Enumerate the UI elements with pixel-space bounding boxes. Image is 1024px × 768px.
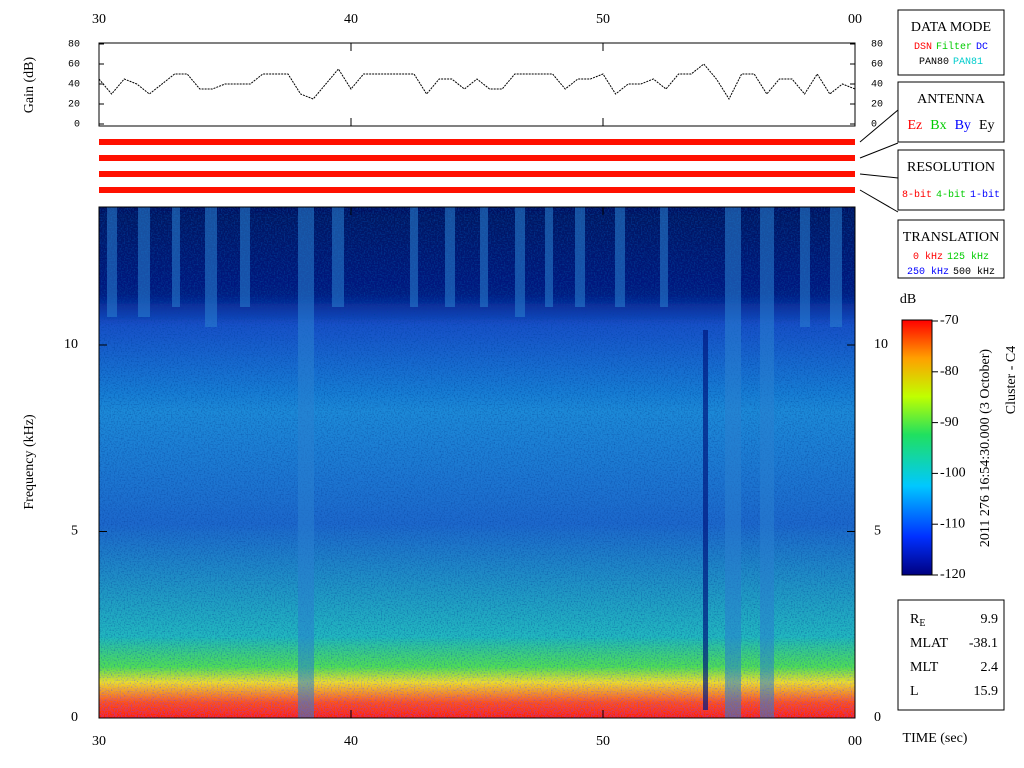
panel-box (897, 81, 1005, 143)
y-tick-label: 5 (874, 524, 881, 539)
x-tick-label: 40 (344, 12, 358, 27)
ephemeris-label-text: MLT (910, 660, 939, 675)
panel-item: 250 kHz (907, 266, 949, 278)
colorbar-tick-label: -70 (940, 313, 959, 328)
y-tick-label: 5 (71, 524, 78, 539)
ephemeris-label-text: L (910, 684, 919, 699)
panel-item: 4-bit (936, 189, 966, 201)
panel-row: DSN Filter DC (914, 41, 988, 53)
panel-row: Ez Bx By Ey (907, 118, 994, 133)
panel-box (897, 149, 1005, 211)
panel-item: DSN (914, 42, 932, 53)
y-axis-label: Gain (dB) (22, 56, 37, 113)
pointers (859, 109, 899, 213)
ephemeris-label-text: R (910, 612, 920, 627)
y-tick-label: 10 (64, 337, 78, 352)
panel-row: 0 kHz 125 kHz (913, 251, 989, 263)
panel-box (897, 9, 1005, 76)
y-tick-label: 60 (68, 60, 80, 71)
panel-item: 0 kHz (913, 251, 943, 263)
panel-item: Filter (936, 41, 972, 53)
panel-row: 8-bit 4-bit 1-bit (902, 189, 1000, 201)
x-axis-label: TIME (sec) (903, 731, 968, 746)
colorbar-tick-label: -110 (940, 516, 965, 531)
x-tick-label: 40 (344, 734, 358, 749)
colorbar (901, 319, 933, 576)
caption: 2011 276 16:54:30.000 (3 October) (978, 349, 993, 548)
ephemeris-label: MLT (910, 660, 939, 675)
panel-item: DC (976, 42, 988, 53)
ephemeris-value: 2.4 (981, 660, 999, 675)
ephemeris-subscript: E (919, 618, 925, 629)
spectrogram (99, 207, 855, 718)
panel-box (897, 219, 1005, 279)
panel-title: DATA MODE (911, 20, 991, 35)
y-tick-label: 0 (874, 710, 881, 725)
panel-title: TRANSLATION (903, 230, 999, 245)
x-tick-label: 50 (596, 734, 610, 749)
y-tick-label: 0 (871, 120, 877, 131)
spectrogram-frame (98, 206, 856, 719)
panel-item: Bx (930, 118, 946, 133)
panel-item: PAN80 (919, 57, 949, 68)
x-tick-label: 30 (92, 734, 106, 749)
x-tick-label: 50 (596, 12, 610, 27)
colorbar-tick-label: -120 (940, 567, 966, 582)
y-tick-label: 0 (74, 120, 80, 131)
y-tick-label: 20 (871, 100, 883, 111)
panel-row: 250 kHz 500 kHz (907, 266, 995, 278)
y-tick-label: 40 (68, 80, 80, 91)
ephemeris-value: 15.9 (974, 684, 999, 699)
x-tick-label: 00 (848, 734, 862, 749)
y-tick-label: 0 (71, 710, 78, 725)
ephemeris-box (897, 599, 1005, 711)
panel-item: By (955, 118, 971, 133)
colorbar-tick-label: -100 (940, 466, 966, 481)
panel-item: Ez (907, 118, 922, 133)
panel-item: PAN81 (953, 57, 983, 68)
mode-bars (99, 139, 855, 193)
ephemeris-label: L (910, 684, 919, 699)
panel-item: Ey (979, 118, 995, 133)
x-tick-label: 30 (92, 12, 106, 27)
gain-frame (98, 42, 856, 127)
colorbar-tick-label: -80 (940, 364, 959, 379)
panel-item: 1-bit (970, 189, 1000, 201)
gain-line (98, 63, 856, 101)
panel-title: RESOLUTION (907, 160, 995, 175)
y-axis-label: Frequency (kHz) (22, 414, 37, 510)
panel-item: 500 kHz (953, 266, 995, 278)
panel-title: ANTENNA (917, 92, 986, 107)
panel-item: 125 kHz (947, 251, 989, 263)
ephemeris-label-text: MLAT (910, 636, 949, 651)
colorbar-tick-label: -90 (940, 415, 959, 430)
panel-item: 8-bit (902, 189, 932, 201)
y-tick-label: 40 (871, 80, 883, 91)
x-tick-label: 00 (848, 12, 862, 27)
y-tick-label: 80 (871, 40, 883, 51)
panel-row: PAN80 PAN81 (919, 57, 983, 68)
ephemeris-label: RE (910, 612, 925, 629)
y-tick-label: 10 (874, 337, 888, 352)
ephemeris-value: 9.9 (981, 612, 999, 627)
spacecraft: Cluster - C4 (1004, 346, 1019, 414)
y-tick-label: 20 (68, 100, 80, 111)
ephemeris-value: -38.1 (969, 636, 998, 651)
colorbar-label: dB (900, 292, 916, 307)
y-tick-label: 60 (871, 60, 883, 71)
ephemeris-label: MLAT (910, 636, 949, 651)
y-tick-label: 80 (68, 40, 80, 51)
